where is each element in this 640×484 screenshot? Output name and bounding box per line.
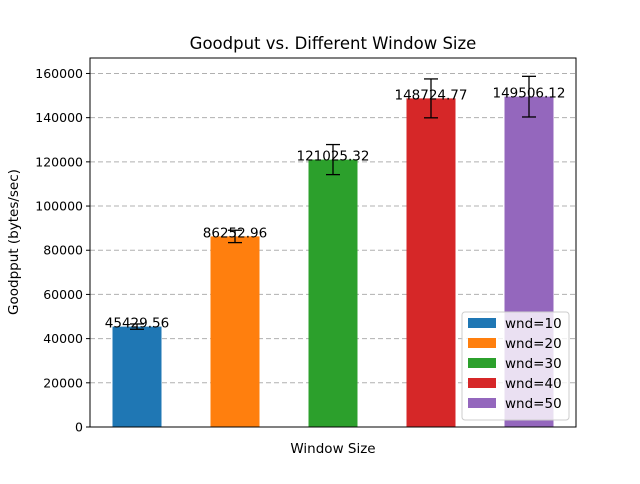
legend-swatch [468,358,496,368]
bar [112,326,162,427]
legend-label: wnd=20 [505,336,562,352]
legend-label: wnd=50 [505,396,562,412]
legend: wnd=10 wnd=20 wnd=30 wnd=40 wnd=50 [461,311,570,421]
y-tick-label: 0 [75,420,83,435]
data-label: 149506.12 [492,86,565,102]
legend-label: wnd=10 [505,316,562,332]
y-tick-label: 80000 [43,243,83,258]
y-tick-label: 20000 [43,375,83,390]
legend-label: wnd=30 [505,356,562,372]
y-tick-label: 120000 [35,154,83,169]
bar [406,98,456,427]
data-label: 121025.32 [296,149,369,165]
data-label: 45429.56 [105,316,169,332]
y-tick-label: 60000 [43,287,83,302]
legend-swatch [468,338,496,348]
chart-title: Goodput vs. Different Window Size [190,34,477,53]
bars [112,96,554,427]
x-axis-title: Window Size [290,441,375,457]
legend-swatch [468,378,496,388]
data-label: 86252.96 [203,225,267,241]
data-label: 148724.77 [394,87,467,103]
legend-swatch [468,398,496,408]
y-tick-label: 40000 [43,331,83,346]
y-axis-ticks: 0 20000 40000 60000 80000 100000 120000 140000 1… [35,66,90,435]
y-tick-label: 140000 [35,110,83,125]
legend-label: wnd=40 [505,376,562,392]
y-axis-title: Goodpput (bytes/sec) [6,169,22,315]
y-tick-label: 100000 [35,199,83,214]
y-tick-label: 160000 [35,66,83,81]
legend-swatch [468,318,496,328]
plot-area-frame [89,57,577,428]
bar [308,159,358,427]
data-labels: 45429.56 86252.96 121025.32 148724.77 149506… [105,86,566,332]
bar [210,236,260,427]
error-bars [130,75,536,330]
